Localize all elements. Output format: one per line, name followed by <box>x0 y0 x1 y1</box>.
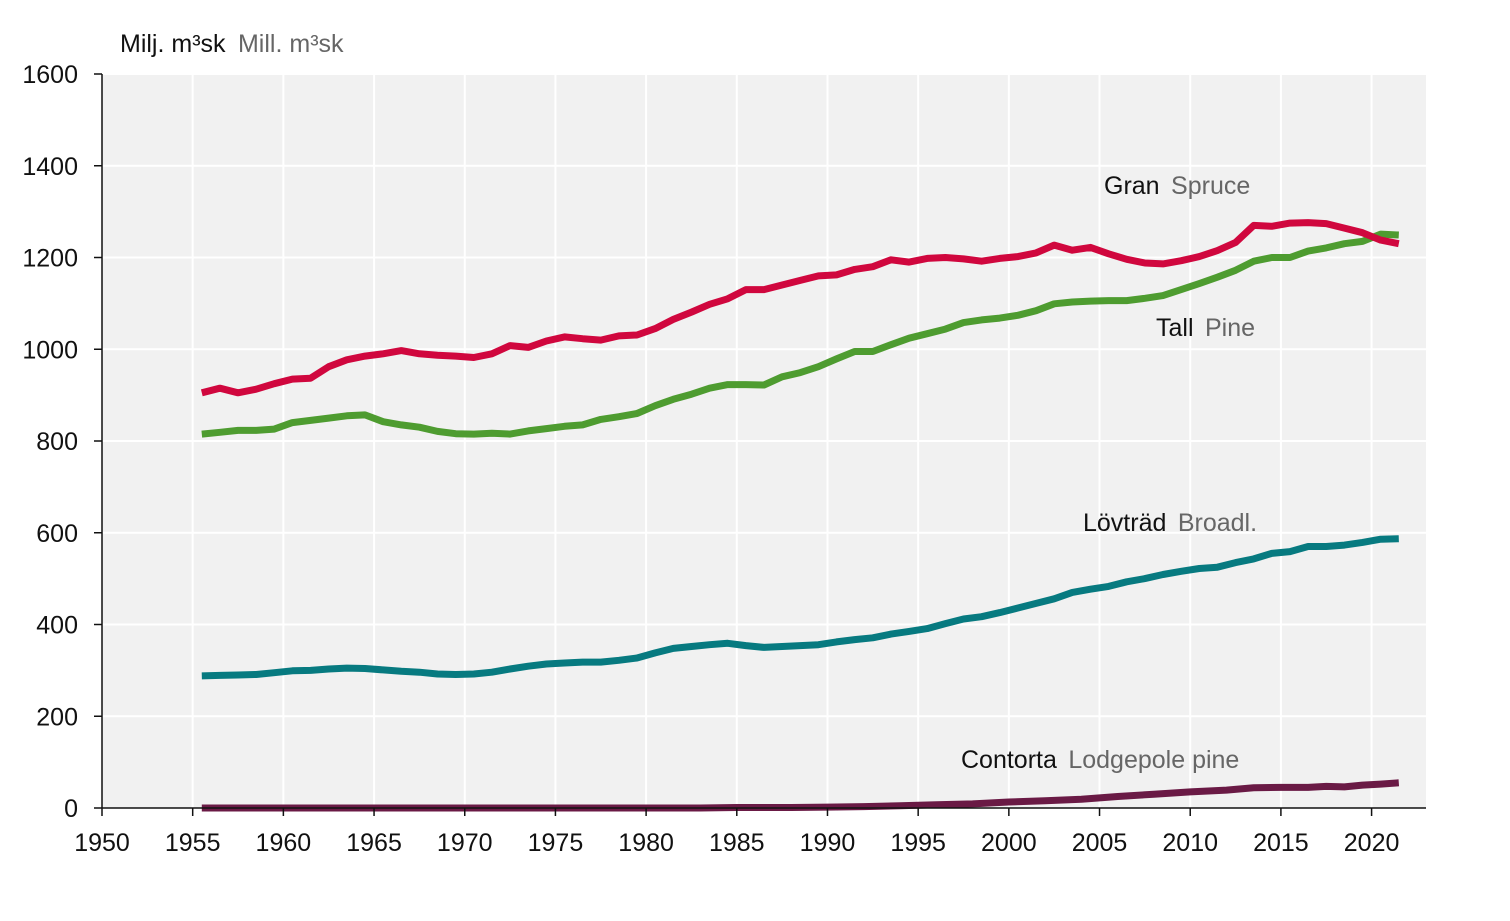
series-label-tall-en: Pine <box>1205 314 1255 342</box>
series-label-contorta: Contorta Lodgepole pine <box>961 746 1239 774</box>
y-tick-label: 0 <box>64 795 78 823</box>
series-label-lovtrad-en: Broadl. <box>1178 509 1257 537</box>
series-label-gran: Gran Spruce <box>1104 172 1250 200</box>
y-tick-label: 1400 <box>22 153 78 181</box>
series-label-contorta-sv: Contorta <box>961 746 1057 774</box>
y-tick-label: 1000 <box>22 336 78 364</box>
x-tick-label: 1990 <box>800 829 856 857</box>
y-tick-label: 800 <box>36 428 78 456</box>
x-tick-label: 1955 <box>165 829 221 857</box>
x-tick-label: 1970 <box>437 829 493 857</box>
x-tick-label: 1950 <box>74 829 130 857</box>
y-tick-label: 200 <box>36 703 78 731</box>
y-tick-label: 600 <box>36 520 78 548</box>
series-label-tall-sv: Tall <box>1156 314 1194 342</box>
x-tick-label: 2010 <box>1162 829 1218 857</box>
x-tick-label: 1980 <box>618 829 674 857</box>
y-tick-label: 400 <box>36 612 78 640</box>
series-label-gran-en: Spruce <box>1171 172 1250 200</box>
series-label-lovtrad-sv: Lövträd <box>1083 509 1166 537</box>
series-label-tall: Tall Pine <box>1156 314 1255 342</box>
tick-labels: 1950 1955 1960 1965 1970 1975 1980 1985 1990 1995… <box>22 61 1399 857</box>
series-line-gran <box>200 219 1400 397</box>
y-tick-label: 1200 <box>22 245 78 273</box>
series-label-contorta-en: Lodgepole pine <box>1068 746 1239 774</box>
y-axis-label-sub: Mill. m³sk <box>238 30 344 58</box>
series-line-tall <box>201 230 1399 438</box>
x-tick-label: 2015 <box>1253 829 1309 857</box>
series-label-gran-sv: Gran <box>1104 172 1160 200</box>
x-tick-label: 2005 <box>1072 829 1128 857</box>
x-tick-label: 1975 <box>528 829 584 857</box>
axes <box>94 73 1426 816</box>
y-axis-label: Milj. m³sk Mill. m³sk <box>120 30 344 58</box>
series-label-lovtrad: Lövträd Broadl. <box>1083 509 1257 537</box>
y-axis-label-main: Milj. m³sk <box>120 30 226 58</box>
y-tick-label: 1600 <box>22 61 78 89</box>
series-line-lovtrad <box>201 535 1399 680</box>
x-tick-label: 2000 <box>981 829 1037 857</box>
x-tick-label: 1965 <box>346 829 402 857</box>
x-tick-label: 1985 <box>709 829 765 857</box>
x-tick-label: 2020 <box>1344 829 1400 857</box>
x-tick-label: 1960 <box>256 829 312 857</box>
x-tick-label: 1995 <box>890 829 946 857</box>
